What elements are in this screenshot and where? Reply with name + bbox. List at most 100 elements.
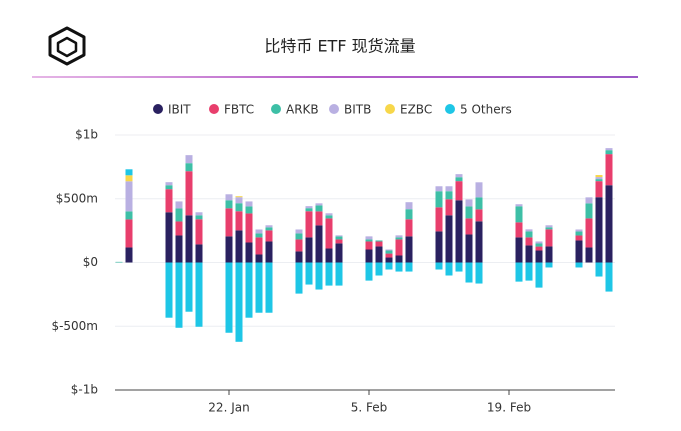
bar-segment (395, 235, 403, 238)
bar-segment (545, 229, 553, 247)
bar-segment (585, 197, 593, 204)
bar-segment (575, 231, 583, 236)
bar-segment (585, 203, 593, 219)
bar-segment (595, 197, 603, 263)
bar-segment (385, 262, 393, 270)
bar-segment (165, 185, 173, 190)
bar-segment (235, 211, 243, 231)
bar-segment (265, 225, 273, 228)
bar-segment (335, 243, 343, 263)
legend-label: ARKB (286, 103, 319, 117)
bar-segment (525, 262, 533, 281)
bar-segment (245, 242, 253, 263)
bar-segment (595, 179, 603, 182)
bar-segment (545, 262, 553, 268)
bar-segment (465, 234, 473, 263)
bar-segment (185, 215, 193, 263)
bar-segment (475, 182, 483, 198)
bar-segment (375, 240, 383, 242)
bar-segment (165, 262, 173, 318)
bar-segment (325, 218, 333, 249)
bar-segment (515, 262, 523, 282)
bar-segment (295, 251, 303, 263)
x-tick-label: 5. Feb (351, 401, 388, 415)
legend-label: IBIT (168, 103, 191, 117)
bar-segment (365, 249, 373, 263)
bar-segment (225, 262, 233, 333)
y-tick-label: $1b (75, 128, 98, 142)
bar-segment (335, 235, 343, 237)
bar-segment (325, 213, 333, 216)
bar-segment (125, 181, 133, 212)
bar-segment (125, 175, 133, 182)
bar-segment (405, 219, 413, 237)
bar-segment (575, 235, 583, 241)
bar-segment (295, 233, 303, 240)
bar-segment (475, 262, 483, 284)
bar-segment (455, 174, 463, 178)
bar-segment (465, 262, 473, 283)
chart-title: 比特币 ETF 现货流量 (264, 37, 415, 56)
bar-segment (295, 262, 303, 294)
bar-segment (245, 213, 253, 243)
bar-segment (455, 262, 463, 272)
bar-segment (115, 261, 123, 263)
bar-segment (175, 262, 183, 328)
bar-segment (515, 204, 523, 207)
bar-segment (245, 206, 253, 214)
legend-label: FBTC (224, 103, 254, 117)
bar-segment (225, 236, 233, 263)
legend-label: EZBC (400, 103, 432, 117)
bar-segment (315, 211, 323, 226)
bar-segment (435, 207, 443, 232)
bar-segment (515, 237, 523, 263)
bar-segment (255, 254, 263, 263)
bar-segment (185, 171, 193, 216)
bar-segment (225, 194, 233, 201)
bar-segment (575, 240, 583, 263)
bar-segment (185, 155, 193, 164)
bar-segment (125, 219, 133, 248)
bar-segment (125, 247, 133, 263)
bar-segment (255, 237, 263, 255)
bar-segment (385, 253, 393, 258)
bar-segment (305, 208, 313, 212)
bar-segment (325, 262, 333, 286)
bar-segment (395, 262, 403, 272)
bar-segment (265, 241, 273, 263)
y-tick-label: $-500m (51, 319, 98, 333)
bar-segment (585, 218, 593, 248)
bar-segment (125, 211, 133, 220)
bar-segment (395, 255, 403, 263)
bar-segment (515, 206, 523, 223)
bar-segment (435, 186, 443, 192)
bar-segment (575, 262, 583, 268)
bar-segment (595, 175, 603, 178)
bar-segment (545, 246, 553, 263)
bar-segment (575, 229, 583, 232)
bar-segment (445, 191, 453, 200)
bar-segment (295, 229, 303, 234)
bar-segment (405, 236, 413, 263)
bar-segment (245, 201, 253, 207)
bar-segment (225, 200, 233, 209)
bar-segment (475, 221, 483, 263)
bar-segment (475, 209, 483, 222)
bar-segment (305, 262, 313, 285)
bar-segment (255, 229, 263, 234)
bar-segment (595, 181, 603, 198)
bar-segment (125, 169, 133, 176)
bar-segment (325, 215, 333, 219)
bar-segment (405, 209, 413, 220)
bar-segment (455, 200, 463, 263)
bar-segment (535, 250, 543, 263)
bar-segment (455, 181, 463, 201)
x-tick-label: 22. Jan (208, 401, 249, 415)
bar-segment (435, 191, 443, 208)
bar-segment (265, 262, 273, 313)
bar-segment (605, 148, 613, 151)
bar-segment (445, 186, 453, 192)
bar-segment (195, 212, 203, 216)
y-tick-label: $500m (56, 191, 98, 205)
